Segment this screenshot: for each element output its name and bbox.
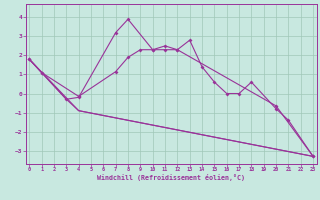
X-axis label: Windchill (Refroidissement éolien,°C): Windchill (Refroidissement éolien,°C) — [97, 174, 245, 181]
